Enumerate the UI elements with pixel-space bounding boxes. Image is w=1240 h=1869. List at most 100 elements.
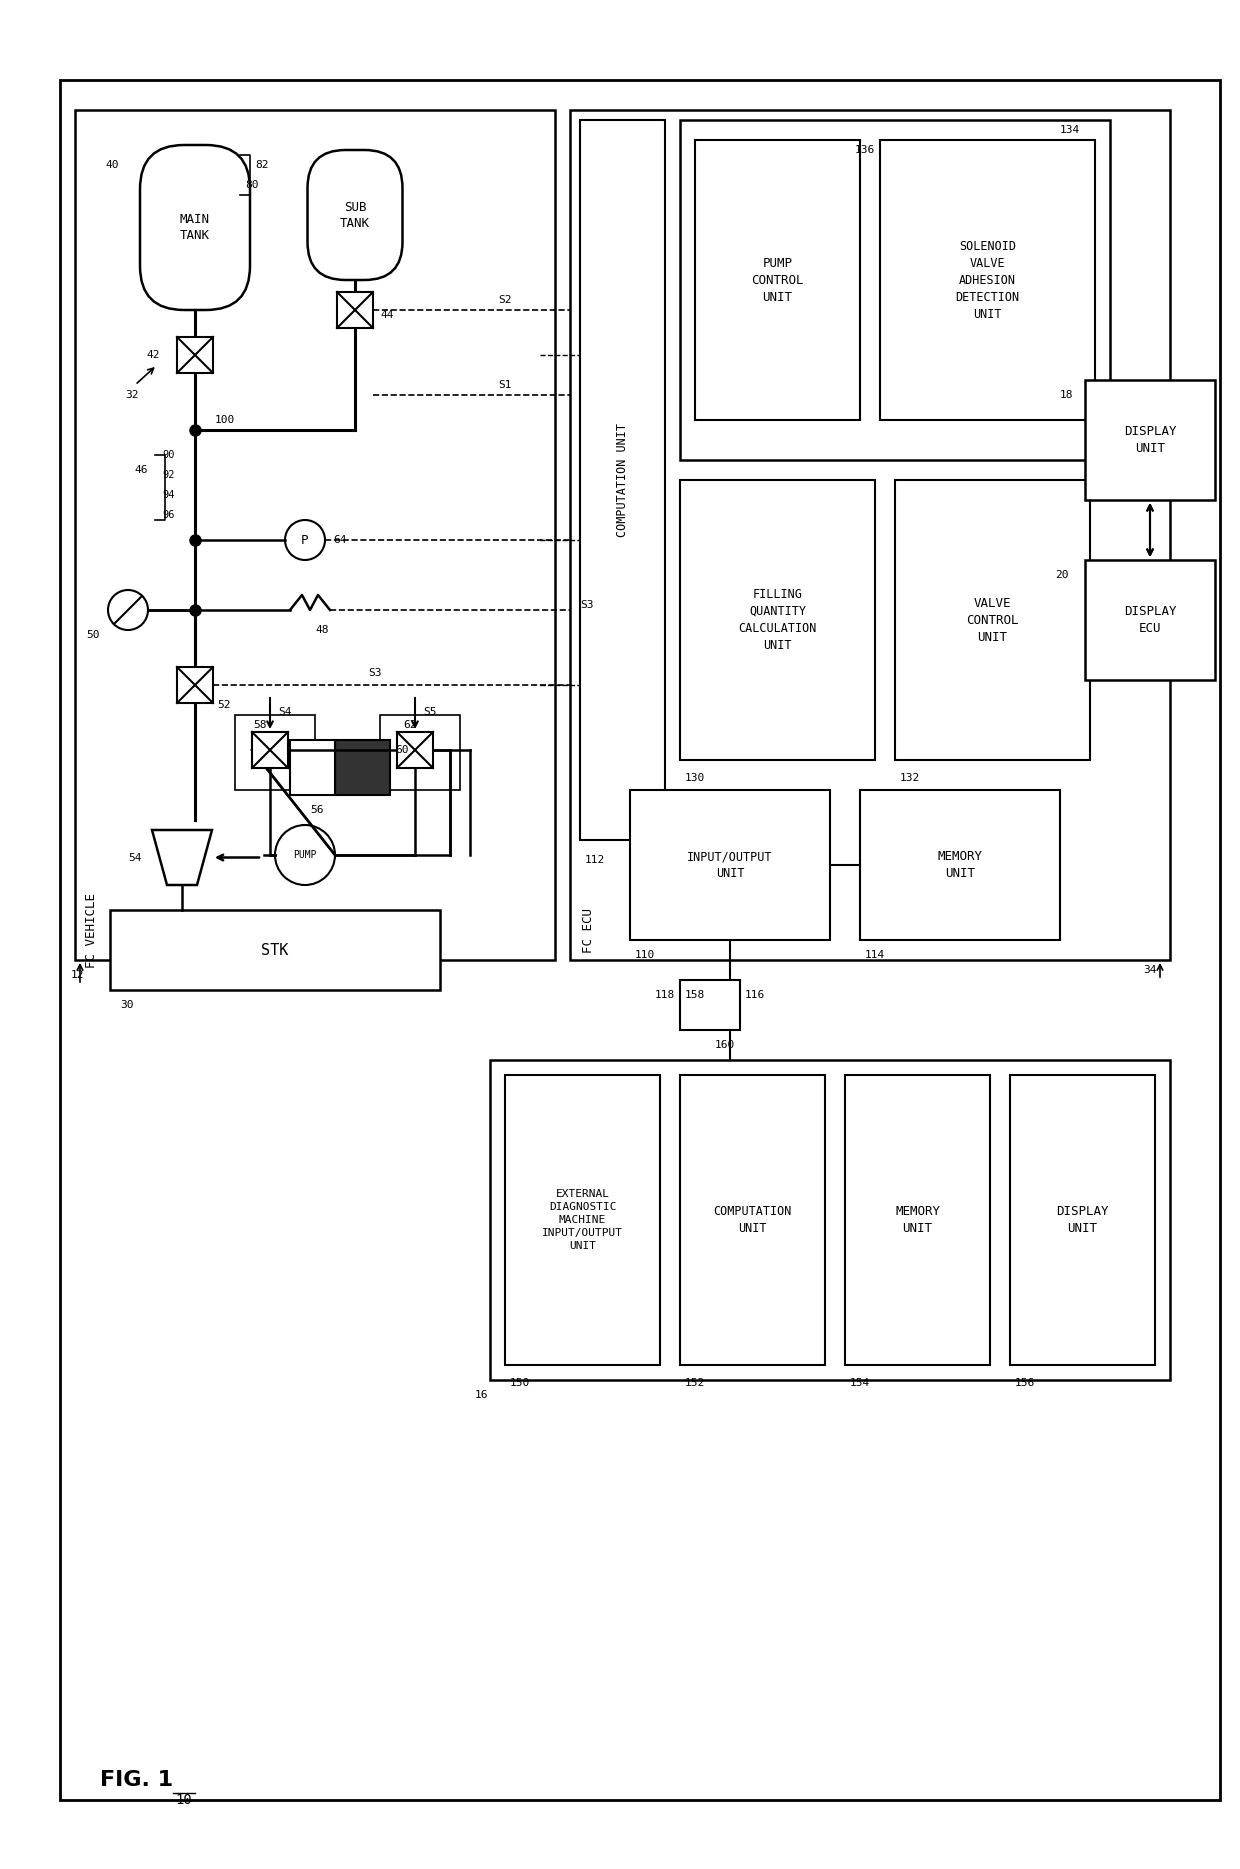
Bar	[74, 110, 556, 961]
Text: S5: S5	[423, 706, 436, 718]
Text: 32: 32	[125, 391, 139, 400]
Text: PUMP: PUMP	[293, 850, 316, 860]
Text: 48: 48	[315, 624, 329, 635]
Text: 82: 82	[255, 161, 269, 170]
Text: STK: STK	[262, 942, 289, 957]
Text: 60: 60	[396, 746, 408, 755]
Bar	[337, 292, 373, 327]
Text: S3: S3	[580, 600, 594, 609]
Text: FIG. 1: FIG. 1	[100, 1770, 174, 1791]
Text: 94: 94	[162, 490, 175, 501]
Text: 40: 40	[105, 161, 119, 170]
Bar	[1011, 1075, 1154, 1364]
Text: MEMORY
UNIT: MEMORY UNIT	[895, 1206, 940, 1235]
Bar	[880, 140, 1095, 421]
Text: SUB
TANK: SUB TANK	[340, 200, 370, 230]
Text: 118: 118	[655, 991, 675, 1000]
Text: 46: 46	[134, 465, 148, 475]
Bar	[290, 740, 335, 794]
Bar	[505, 1075, 660, 1364]
Text: 92: 92	[162, 469, 175, 480]
Bar	[177, 667, 213, 703]
Bar	[580, 120, 665, 839]
Bar	[397, 733, 433, 768]
Text: 30: 30	[120, 1000, 134, 1009]
Text: 160: 160	[715, 1039, 735, 1050]
Bar	[1085, 561, 1215, 680]
Text: COMPUTATION
UNIT: COMPUTATION UNIT	[713, 1206, 791, 1235]
Bar	[1085, 379, 1215, 501]
Text: 110: 110	[635, 949, 655, 961]
Text: 156: 156	[1016, 1377, 1035, 1389]
Text: 90: 90	[162, 450, 175, 460]
Bar	[236, 716, 315, 791]
Text: 58: 58	[253, 720, 267, 731]
Text: 18: 18	[1060, 391, 1074, 400]
Text: S1: S1	[498, 379, 512, 391]
Text: 50: 50	[87, 630, 100, 639]
FancyBboxPatch shape	[308, 150, 403, 280]
Bar	[895, 480, 1090, 761]
Bar	[694, 140, 861, 421]
Text: S4: S4	[278, 706, 291, 718]
Bar	[680, 120, 1110, 460]
Text: 100: 100	[215, 415, 236, 424]
Text: 112: 112	[585, 854, 605, 865]
Bar	[861, 791, 1060, 940]
Text: 96: 96	[162, 510, 175, 520]
Text: 132: 132	[900, 774, 920, 783]
Bar	[335, 740, 391, 794]
Text: 150: 150	[510, 1377, 531, 1389]
Bar	[379, 716, 460, 791]
Text: 64: 64	[334, 535, 346, 546]
Text: 114: 114	[866, 949, 885, 961]
Text: 52: 52	[217, 701, 231, 710]
Text: MAIN
TANK: MAIN TANK	[180, 213, 210, 241]
Text: 10: 10	[175, 1792, 192, 1807]
Text: 134: 134	[1060, 125, 1080, 135]
Text: 80: 80	[246, 179, 258, 191]
Text: FILLING
QUANTITY
CALCULATION
UNIT: FILLING QUANTITY CALCULATION UNIT	[738, 589, 817, 652]
Text: 154: 154	[849, 1377, 870, 1389]
Text: S2: S2	[498, 295, 512, 305]
Text: SOLENOID
VALVE
ADHESION
DETECTION
UNIT: SOLENOID VALVE ADHESION DETECTION UNIT	[956, 239, 1019, 320]
Text: 44: 44	[379, 310, 393, 320]
Text: PUMP
CONTROL
UNIT: PUMP CONTROL UNIT	[751, 256, 804, 303]
FancyBboxPatch shape	[140, 146, 250, 310]
Bar	[252, 733, 288, 768]
Text: 20: 20	[1055, 570, 1069, 579]
Text: 152: 152	[684, 1377, 706, 1389]
Text: EXTERNAL
DIAGNOSTIC
MACHINE
INPUT/OUTPUT
UNIT: EXTERNAL DIAGNOSTIC MACHINE INPUT/OUTPUT…	[542, 1189, 622, 1250]
Bar	[844, 1075, 990, 1364]
Text: 130: 130	[684, 774, 706, 783]
Text: MEMORY
UNIT: MEMORY UNIT	[937, 850, 982, 880]
Bar	[680, 480, 875, 761]
Text: DISPLAY
ECU: DISPLAY ECU	[1123, 606, 1177, 635]
Text: 158: 158	[684, 991, 706, 1000]
Bar	[177, 336, 213, 374]
Text: DISPLAY
UNIT: DISPLAY UNIT	[1056, 1206, 1109, 1235]
Text: 34: 34	[1143, 964, 1157, 976]
Bar	[570, 110, 1171, 961]
Text: FC VEHICLE: FC VEHICLE	[86, 893, 98, 968]
Text: P: P	[301, 533, 309, 546]
Text: VALVE
CONTROL
UNIT: VALVE CONTROL UNIT	[966, 596, 1019, 643]
Text: 54: 54	[129, 852, 143, 862]
Text: 56: 56	[310, 806, 324, 815]
Text: 42: 42	[146, 350, 160, 361]
Bar	[490, 1060, 1171, 1379]
Bar	[680, 979, 740, 1030]
Text: COMPUTATION UNIT: COMPUTATION UNIT	[616, 422, 629, 536]
Bar	[110, 910, 440, 991]
Bar	[680, 1075, 825, 1364]
Text: DISPLAY
UNIT: DISPLAY UNIT	[1123, 424, 1177, 454]
Text: INPUT/OUTPUT
UNIT: INPUT/OUTPUT UNIT	[687, 850, 773, 880]
Text: 62: 62	[403, 720, 417, 731]
Bar	[630, 791, 830, 940]
Text: 12: 12	[71, 970, 84, 979]
Text: S3: S3	[368, 667, 382, 678]
Text: FC ECU: FC ECU	[582, 908, 595, 953]
Text: 16: 16	[475, 1391, 489, 1400]
Text: 116: 116	[745, 991, 765, 1000]
Text: 136: 136	[854, 146, 875, 155]
